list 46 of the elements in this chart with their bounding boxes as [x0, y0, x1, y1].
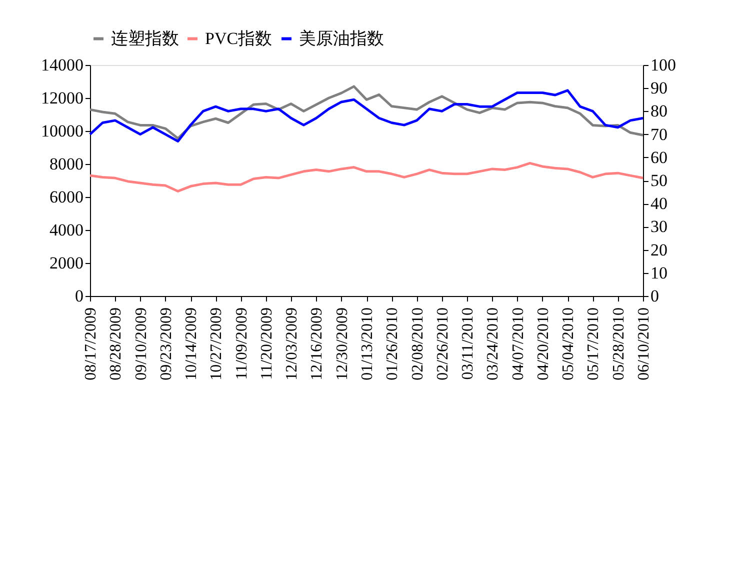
y2-tick-label: 60	[650, 148, 668, 167]
x-tick-label: 09/10/2009	[132, 308, 150, 380]
x-tick-label: 03/24/2010	[484, 308, 502, 380]
x-tick-label: 04/07/2010	[510, 308, 527, 380]
x-tick-label: 05/04/2010	[560, 308, 578, 380]
y2-tick-label: 100	[650, 56, 676, 74]
y2-tick-label: 70	[650, 124, 668, 144]
x-tick-label: 10/27/2009	[208, 308, 226, 380]
y2-tick-label: 50	[650, 171, 668, 190]
y2-tick-label: 80	[650, 102, 668, 121]
y2-tick-label: 30	[650, 217, 668, 236]
x-tick-label: 12/30/2009	[334, 308, 351, 380]
x-tick-label: 11/09/2009	[233, 308, 250, 380]
line-series	[88, 162, 644, 192]
x-tick-label: 12/16/2009	[308, 308, 326, 380]
x-tick-label: 05/28/2010	[610, 308, 628, 380]
y-tick-label: 2000	[50, 254, 84, 272]
x-tick-label: 08/17/2009	[82, 308, 100, 380]
y-tick-label: 14000	[41, 56, 84, 74]
y-tick-label: 6000	[50, 188, 84, 206]
legend-label: PVC指数	[205, 28, 272, 48]
y2-tick-label: 40	[650, 194, 668, 214]
legend-label: 连塑指数	[111, 28, 179, 48]
x-tick-label: 06/10/2010	[636, 308, 652, 380]
legend-label: 美原油指数	[299, 28, 384, 48]
x-tick-label: 01/26/2010	[384, 308, 402, 380]
x-tick-label: 04/20/2010	[534, 308, 552, 380]
y2-tick-label: 10	[650, 263, 668, 282]
x-tick-label: 09/23/2009	[158, 308, 175, 380]
y-tick-label: 4000	[50, 220, 84, 240]
y2-tick-label: 90	[650, 78, 668, 98]
x-tick-label: 12/03/2009	[284, 308, 301, 380]
y-tick-label: 12000	[41, 88, 84, 108]
x-tick-label: 03/11/2010	[460, 308, 477, 380]
y2-tick-label: 20	[650, 240, 668, 260]
x-tick-label: 11/20/2009	[258, 308, 276, 380]
x-tick-label: 05/17/2010	[585, 308, 602, 380]
y-tick-label: 8000	[50, 154, 84, 174]
y-tick-label: 10000	[41, 122, 84, 140]
y-tick-label: 0	[75, 286, 84, 306]
x-tick-label: 01/13/2010	[359, 308, 376, 380]
x-tick-label: 02/26/2010	[434, 308, 452, 380]
y2-tick-label: 0	[650, 286, 659, 306]
x-tick-label: 02/08/2010	[409, 308, 426, 380]
x-tick-label: 08/28/2009	[108, 308, 125, 380]
x-tick-label: 10/14/2009	[183, 308, 200, 380]
